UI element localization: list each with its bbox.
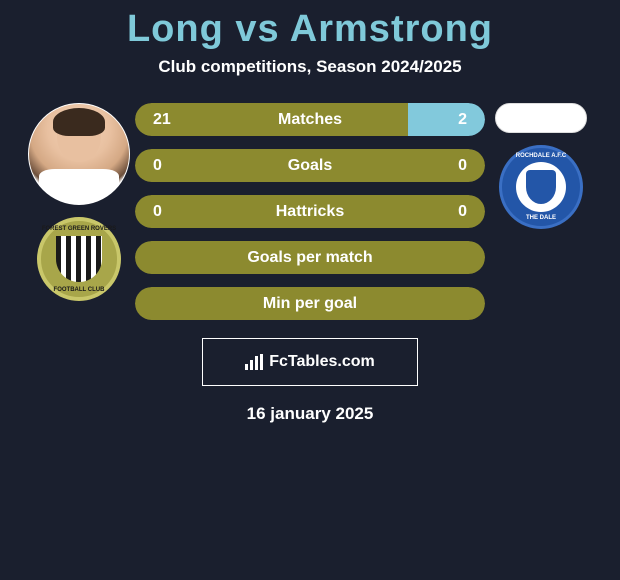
- player-hair-shape: [53, 108, 105, 136]
- page-title: Long vs Armstrong: [0, 0, 620, 57]
- subtitle: Club competitions, Season 2024/2025: [0, 57, 620, 99]
- crest-inner-icon: [56, 236, 102, 282]
- stat-bar: Goals per match: [135, 241, 485, 274]
- bar-value-left: 0: [153, 203, 162, 221]
- player-shirt-shape: [39, 169, 119, 204]
- bar-value-right: 0: [458, 203, 467, 221]
- bars-icon: [245, 354, 263, 370]
- crest-inner-ring: [516, 162, 566, 212]
- stat-bar: Min per goal: [135, 287, 485, 320]
- crest-text: ROCHDALE A.F.C: [516, 153, 566, 159]
- stat-bar: Matches21 2: [135, 103, 485, 136]
- bar-value-right: 0: [458, 157, 467, 175]
- right-player-photo: [495, 103, 587, 133]
- crest-text: FOREST GREEN ROVERS: [41, 226, 117, 232]
- content-row: FOREST GREEN ROVERS FOOTBALL CLUB Matche…: [0, 99, 620, 320]
- crest-shield-icon: [526, 170, 556, 204]
- right-club-crest: ROCHDALE A.F.C THE DALE: [499, 145, 583, 229]
- bar-value-right: 2: [458, 111, 467, 129]
- credit-text: FcTables.com: [269, 353, 375, 371]
- left-player-photo: [28, 103, 130, 205]
- date-label: 16 january 2025: [0, 404, 620, 424]
- bar-label: Min per goal: [135, 295, 485, 313]
- credit-box: FcTables.com: [202, 338, 418, 386]
- crest-text: FOOTBALL CLUB: [41, 287, 117, 293]
- comparison-card: Long vs Armstrong Club competitions, Sea…: [0, 0, 620, 424]
- right-column: ROCHDALE A.F.C THE DALE: [485, 99, 605, 229]
- bar-label: Goals: [135, 157, 485, 175]
- bar-label: Hattricks: [135, 203, 485, 221]
- bar-value-left: 0: [153, 157, 162, 175]
- bar-label: Goals per match: [135, 249, 485, 267]
- left-club-crest: FOREST GREEN ROVERS FOOTBALL CLUB: [37, 217, 121, 301]
- stat-bars: Matches212Goals00Hattricks00Goals per ma…: [135, 99, 485, 320]
- bar-value-left: 21: [153, 111, 171, 129]
- left-column: FOREST GREEN ROVERS FOOTBALL CLUB: [15, 99, 135, 301]
- stat-bar: Hattricks0 0: [135, 195, 485, 228]
- stat-bar: Goals0 0: [135, 149, 485, 182]
- bar-label: Matches: [135, 111, 485, 129]
- crest-text: THE DALE: [526, 215, 556, 221]
